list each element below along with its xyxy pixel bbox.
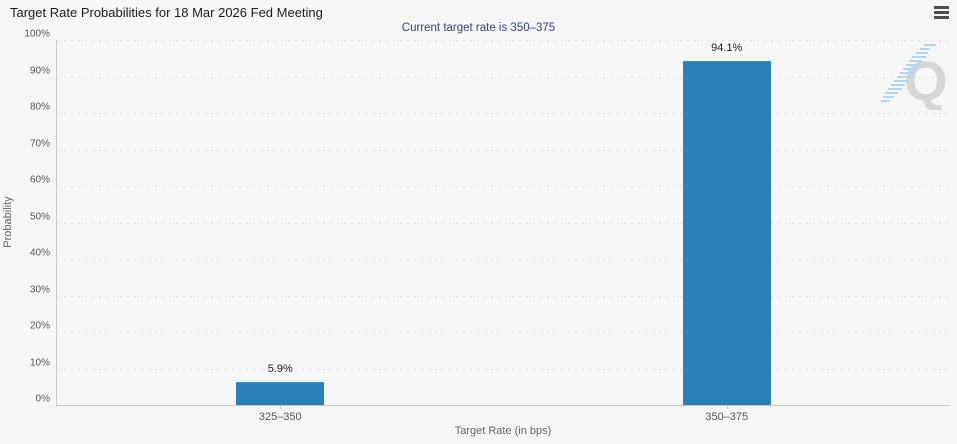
- gridline: [57, 76, 950, 78]
- x-tick: [280, 405, 282, 409]
- probability-bar[interactable]: [682, 60, 771, 405]
- hamburger-menu-icon: [934, 16, 949, 19]
- y-tick-label: 30%: [29, 284, 50, 295]
- y-tick-label: 10%: [29, 357, 50, 368]
- gridline: [57, 40, 950, 41]
- gridline: [57, 113, 950, 114]
- y-tick-label: 40%: [29, 247, 50, 259]
- y-tick-label: 100%: [24, 28, 50, 40]
- plot-area: 0% 10% 20% 30% 40% 50% 60% 70% 80% 90% 100% 5.9% 325…: [24, 29, 950, 423]
- gridline: [57, 149, 950, 151]
- probability-bar[interactable]: [236, 382, 325, 405]
- chart-context-menu-button[interactable]: [934, 6, 949, 19]
- x-axis-title: Target Rate (in bps): [454, 425, 552, 437]
- gridline: [57, 295, 950, 297]
- bar-value-label: 94.1%: [711, 41, 743, 54]
- gridline: [57, 368, 950, 370]
- x-category-label: 325–350: [258, 411, 302, 423]
- y-axis-title: Probability: [2, 196, 14, 248]
- x-tick: [726, 405, 728, 409]
- hamburger-menu-icon: [934, 11, 949, 14]
- y-tick-label: 80%: [29, 101, 50, 113]
- y-tick-label: 20%: [29, 320, 50, 332]
- gridline: [57, 332, 950, 333]
- y-tick-label: 50%: [29, 211, 50, 222]
- gridline: [57, 259, 950, 260]
- x-category-label: 350–375: [705, 411, 749, 423]
- gridline: [57, 186, 950, 187]
- bar-value-label: 5.9%: [267, 363, 293, 376]
- gridline: [57, 222, 950, 224]
- y-tick-label: 70%: [29, 138, 50, 149]
- hamburger-menu-icon: [934, 6, 949, 9]
- chart-subtitle: Current target rate is 350–375: [401, 22, 556, 34]
- y-tick-label: 90%: [29, 65, 50, 76]
- y-tick-label: 60%: [29, 174, 50, 186]
- y-tick-label: 0%: [35, 393, 50, 405]
- chart-title: Target Rate Probabilities for 18 Mar 202…: [10, 5, 323, 20]
